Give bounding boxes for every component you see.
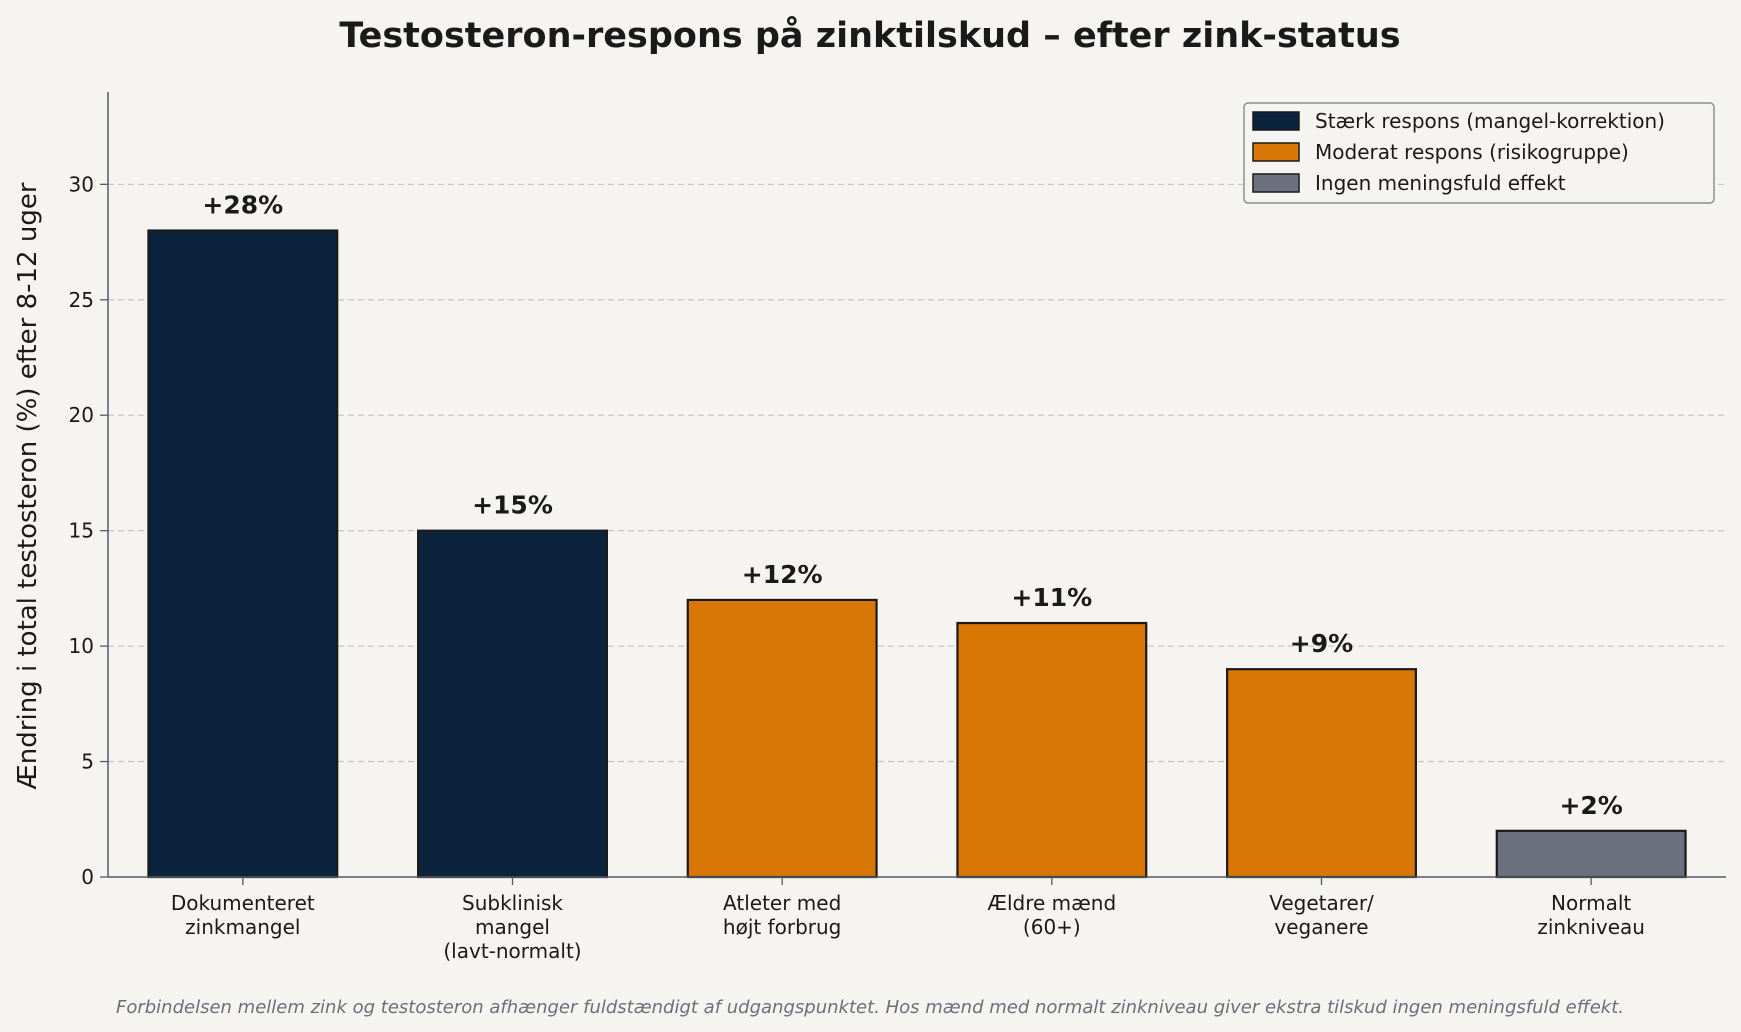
bar-value-label: +11% <box>1011 583 1092 612</box>
x-tick-label: Atleter med <box>723 891 841 915</box>
legend-swatch <box>1252 142 1300 162</box>
bar <box>1226 668 1417 879</box>
x-tick-label: Subklinisk <box>462 891 563 915</box>
y-tick-label: 5 <box>81 750 94 774</box>
grid-lines <box>108 183 1726 763</box>
x-tick-label: (60+) <box>1023 915 1081 939</box>
x-tick-label: veganere <box>1274 915 1368 939</box>
legend-swatch <box>1252 111 1300 131</box>
y-tick-label: 10 <box>69 634 94 658</box>
x-tick-label: højt forbrug <box>723 915 841 939</box>
bar <box>147 229 339 879</box>
footnote: Forbindelsen mellem zink og testosteron … <box>116 997 1624 1018</box>
bars: +28% +15% +12% +11% +9% +2% <box>147 191 1687 879</box>
legend-label: Stærk respons (mangel-korrektion) <box>1315 109 1665 133</box>
legend-label: Ingen meningsfuld effekt <box>1315 171 1566 195</box>
bar-value-label: +28% <box>202 191 283 220</box>
x-tick-label: Normalt <box>1551 891 1631 915</box>
legend: Stærk respons (mangel-korrektion) Moderat… <box>1243 102 1715 204</box>
x-tick-label: (lavt-normalt) <box>443 939 581 963</box>
bar <box>956 621 1148 879</box>
y-tick-label: 0 <box>81 865 94 889</box>
bar-value-label: +2% <box>1559 791 1622 820</box>
legend-box <box>1243 102 1715 204</box>
y-tick-label: 20 <box>69 403 94 427</box>
x-tick-label: Ældre mænd <box>987 891 1116 915</box>
legend-swatch <box>1252 173 1300 193</box>
x-tick-label: Vegetarer/ <box>1269 891 1374 915</box>
chart-title: Testosteron-respons på zinktilskud – eft… <box>339 15 1400 56</box>
y-axis-label: Ændring i total testosteron (%) efter 8-… <box>13 182 43 789</box>
bar-value-label: +15% <box>472 491 553 520</box>
legend-label: Moderat respons (risikogruppe) <box>1315 140 1629 164</box>
bar-value-label: +12% <box>742 560 823 589</box>
bar <box>417 529 608 879</box>
bar <box>686 598 878 879</box>
bar-value-label: +9% <box>1290 629 1353 658</box>
x-tick-label: Dokumenteret <box>171 891 315 915</box>
bar <box>1495 829 1687 879</box>
x-tick-label: zinkniveau <box>1537 915 1645 939</box>
y-tick-label: 30 <box>69 172 94 196</box>
x-tick-label: mangel <box>475 915 550 939</box>
y-tick-label: 25 <box>69 288 94 312</box>
y-tick-label: 15 <box>69 519 94 543</box>
x-tick-label: zinkmangel <box>185 915 300 939</box>
